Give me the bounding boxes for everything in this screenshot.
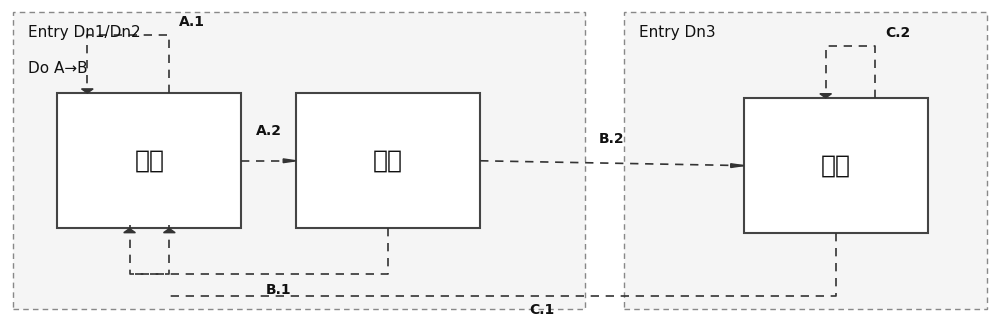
Polygon shape	[820, 94, 831, 98]
Text: A.2: A.2	[256, 124, 282, 138]
Polygon shape	[81, 89, 93, 93]
Bar	[624, 12, 987, 309]
Text: Do A→B: Do A→B	[28, 61, 87, 76]
Text: B.1: B.1	[266, 283, 292, 297]
Bar	[57, 93, 241, 229]
Text: Entry Dn1/Dn2: Entry Dn1/Dn2	[28, 25, 140, 40]
Text: 训练: 训练	[134, 149, 164, 173]
Polygon shape	[124, 229, 135, 233]
Text: Entry Dn3: Entry Dn3	[639, 25, 716, 40]
Bar	[744, 98, 928, 233]
Bar	[296, 93, 480, 229]
Bar	[13, 12, 585, 309]
Polygon shape	[283, 159, 296, 163]
Text: C.2: C.2	[885, 26, 911, 40]
Polygon shape	[731, 164, 744, 168]
Text: 考核: 考核	[821, 154, 851, 178]
Text: A.1: A.1	[179, 14, 205, 29]
Text: B.2: B.2	[599, 132, 625, 146]
Polygon shape	[164, 229, 175, 233]
Text: C.1: C.1	[530, 303, 555, 317]
Text: 测试: 测试	[373, 149, 403, 173]
